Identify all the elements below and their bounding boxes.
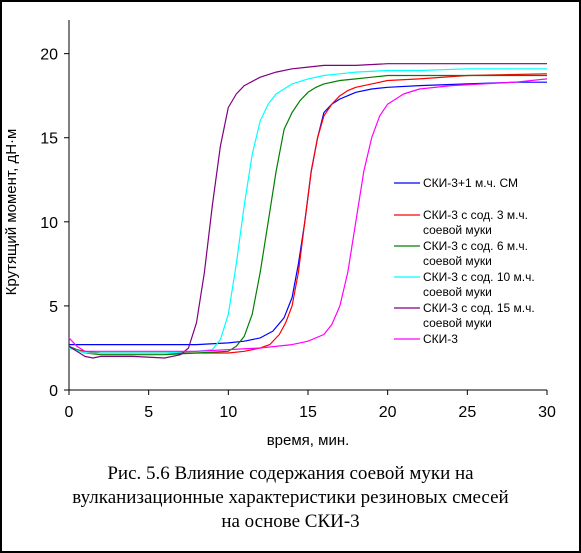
- caption-line-3: на основе СКИ-3: [221, 511, 360, 532]
- legend-label-5: соевой муки: [423, 316, 492, 330]
- legend-label-3: СКИ-3 с сод. 6 м.ч.: [423, 239, 528, 253]
- chart: 0 5 10 15 20 25 30 0 5 10 15 20 СКИ-3+1 м.ч. СМ СКИ-…: [3, 20, 556, 449]
- x-tick-label: 0: [65, 404, 74, 421]
- legend-label-5: СКИ-3 с сод. 15 м.ч.: [423, 301, 535, 315]
- y-axis-title: Крутящий момент, дН·м: [3, 129, 20, 296]
- legend-label-4: СКИ-3 с сод. 10 м.ч.: [423, 270, 535, 284]
- caption-line-1: Рис. 5.6 Влияние содержания соевой муки …: [107, 463, 474, 484]
- x-axis-title: время, мин.: [267, 432, 350, 449]
- caption-line-2: вулканизационные характеристики резиновы…: [72, 487, 509, 508]
- legend-label-2: соевой муки: [423, 223, 492, 237]
- legend-label-4: соевой муки: [423, 285, 492, 299]
- y-tick-label: 10: [40, 215, 58, 232]
- y-tick-label: 0: [49, 383, 58, 400]
- x-tick-label: 10: [219, 404, 237, 421]
- y-tick-label: 15: [40, 131, 58, 148]
- x-tick-label: 25: [458, 404, 476, 421]
- series-line-3: [68, 74, 547, 356]
- series-line-6: [68, 78, 548, 352]
- x-tick-label: 30: [538, 404, 556, 421]
- figure-caption: Рис. 5.6 Влияние содержания соевой муки …: [2, 462, 579, 534]
- y-tick-label: 5: [49, 299, 58, 316]
- legend-label-2: СКИ-3 с сод. 3 м.ч.: [423, 208, 528, 222]
- x-tick-label: 15: [299, 404, 317, 421]
- legend-label-3: соевой муки: [423, 254, 492, 268]
- series-line-4: [68, 68, 547, 354]
- series-line-5: [68, 63, 547, 359]
- x-tick-label: 5: [144, 404, 153, 421]
- chart-ticks: 0 5 10 15 20 25 30 0 5 10 15 20: [40, 47, 556, 421]
- y-tick-label: 20: [40, 47, 58, 64]
- legend-label-6: СКИ-3: [423, 332, 458, 346]
- legend-label-1: СКИ-3+1 м.ч. СМ: [423, 176, 518, 190]
- x-tick-label: 20: [379, 404, 397, 421]
- chart-series-lines: [68, 63, 548, 359]
